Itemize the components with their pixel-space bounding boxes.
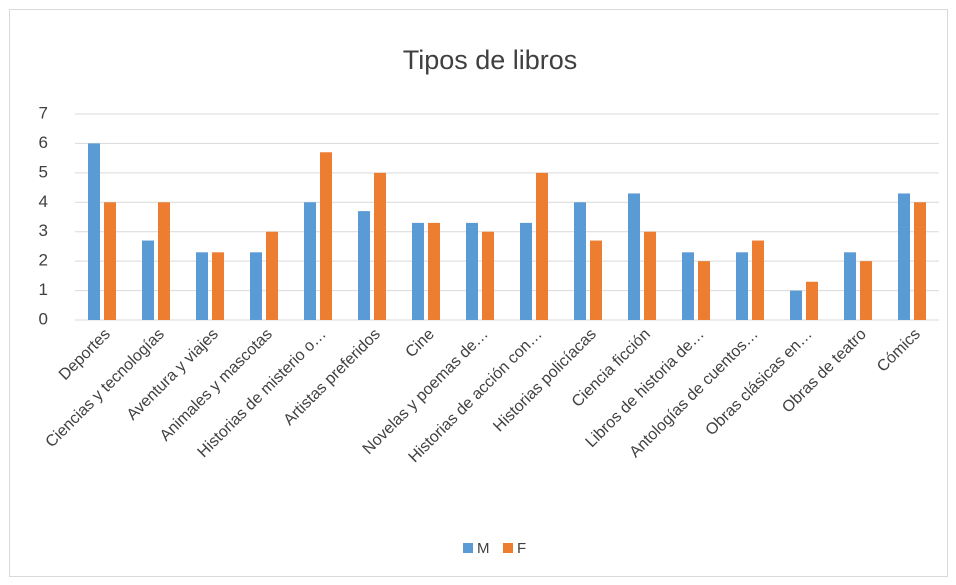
bar bbox=[860, 261, 872, 320]
bar bbox=[358, 211, 370, 320]
bar bbox=[250, 252, 262, 320]
bar bbox=[844, 252, 856, 320]
bar bbox=[806, 281, 818, 320]
bar bbox=[736, 252, 748, 320]
legend-label: M bbox=[477, 540, 490, 557]
bar bbox=[428, 222, 440, 320]
y-tick-label: 4 bbox=[39, 192, 48, 211]
bar bbox=[898, 193, 910, 320]
bar bbox=[628, 193, 640, 320]
y-tick-label: 1 bbox=[39, 280, 48, 299]
bar bbox=[320, 152, 332, 320]
bar bbox=[212, 252, 224, 320]
y-tick-label: 0 bbox=[39, 309, 48, 328]
bar bbox=[88, 143, 100, 320]
bar bbox=[520, 222, 532, 320]
bar bbox=[590, 240, 602, 320]
bar bbox=[644, 231, 656, 320]
y-tick-label: 3 bbox=[39, 221, 48, 240]
bar bbox=[304, 202, 316, 320]
bar bbox=[482, 231, 494, 320]
chart-title: Tipos de libros bbox=[403, 45, 578, 75]
legend-label: F bbox=[517, 540, 526, 557]
bar bbox=[698, 261, 710, 320]
bar bbox=[790, 290, 802, 320]
y-tick-label: 5 bbox=[39, 162, 48, 181]
legend-swatch bbox=[463, 543, 473, 553]
bar bbox=[196, 252, 208, 320]
bar bbox=[412, 222, 424, 320]
bar bbox=[536, 172, 548, 320]
bar bbox=[914, 202, 926, 320]
bar bbox=[266, 231, 278, 320]
bar bbox=[466, 222, 478, 320]
bar bbox=[752, 240, 764, 320]
y-tick-label: 2 bbox=[39, 251, 48, 270]
bar bbox=[682, 252, 694, 320]
bar bbox=[574, 202, 586, 320]
bar bbox=[158, 202, 170, 320]
y-tick-label: 6 bbox=[39, 133, 48, 152]
y-tick-label: 7 bbox=[39, 103, 48, 122]
legend-swatch bbox=[503, 543, 513, 553]
bar bbox=[374, 172, 386, 320]
bar bbox=[104, 202, 116, 320]
bar bbox=[142, 240, 154, 320]
